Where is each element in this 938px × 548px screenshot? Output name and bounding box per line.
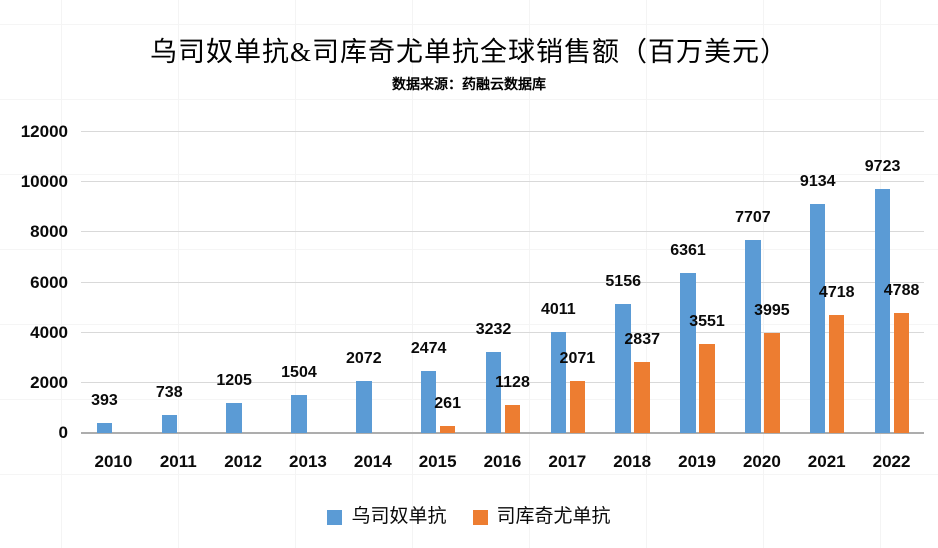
x-tick-label: 2012 (224, 452, 263, 471)
x-tick-label: 2011 (159, 452, 197, 471)
bar (420, 370, 437, 433)
y-tick-label: 6000 (30, 272, 68, 292)
legend: 乌司奴单抗 司库奇尤单抗 (0, 506, 938, 528)
bar-data-label: 2072 (346, 350, 382, 368)
bar (161, 414, 178, 433)
x-tick-label: 2014 (353, 452, 392, 471)
y-tick-label: 10000 (20, 172, 68, 192)
x-tick-label: 2019 (678, 452, 716, 471)
y-tick-label: 4000 (30, 322, 68, 342)
legend-swatch-orange (472, 509, 488, 525)
gridline (81, 331, 924, 333)
bar-data-label: 4011 (540, 301, 576, 319)
bar-data-label: 1205 (216, 371, 252, 389)
x-tick-label: 2022 (872, 452, 911, 471)
bar-data-label: 2837 (624, 330, 660, 348)
bar (485, 351, 502, 433)
x-tick-label: 2020 (742, 452, 781, 471)
bar-data-label: 393 (91, 392, 118, 410)
gridline (81, 381, 924, 383)
bar-data-label: 3232 (475, 320, 512, 338)
bar-data-label: 3551 (689, 312, 725, 330)
bar (615, 303, 631, 433)
x-axis-line (81, 432, 924, 434)
bar (226, 402, 242, 433)
x-tick-label: 2016 (483, 452, 522, 471)
legend-label-series0: 乌司奴单抗 (351, 506, 447, 527)
bar (634, 361, 650, 433)
bar (893, 312, 910, 433)
gridline (81, 281, 924, 283)
bar-data-label: 4788 (883, 281, 920, 299)
y-tick-label: 2000 (30, 372, 68, 392)
gridline (81, 181, 924, 183)
bar (439, 426, 456, 433)
legend-item-series0: 乌司奴单抗 (327, 506, 447, 528)
bar (828, 314, 845, 433)
x-tick-label: 2017 (548, 452, 587, 471)
x-tick-label: 2010 (94, 452, 133, 471)
bar-data-label: 738 (155, 383, 183, 401)
bar-data-label: 5156 (605, 272, 641, 290)
chart-title: 乌司奴单抗&司库奇尤单抗全球销售额（百万美元） (149, 37, 788, 67)
bar (874, 189, 891, 433)
plot-area: 393 738 1205 1504 2072 2474 261 3232 1128 4011 207… (81, 131, 924, 434)
bar (745, 239, 761, 433)
x-tick-label: 2015 (418, 452, 457, 471)
gridline (81, 231, 924, 233)
bar-data-label: 2071 (559, 350, 596, 368)
bar-data-label: 6361 (670, 242, 706, 260)
y-tick-label: 12000 (20, 122, 68, 141)
bar (550, 332, 567, 433)
gridline (81, 131, 924, 132)
bar-data-label: 2474 (410, 339, 447, 357)
bar (569, 381, 586, 433)
legend-swatch-blue (327, 509, 343, 525)
bar (356, 381, 372, 433)
x-tick-label: 2013 (289, 452, 327, 471)
legend-item-series1: 司库奇尤单抗 (472, 506, 611, 528)
x-tick-label: 2021 (807, 452, 846, 471)
bar (764, 332, 780, 433)
bar (96, 423, 113, 433)
bar (699, 343, 715, 433)
y-tick-label: 8000 (30, 222, 68, 242)
bar (291, 395, 307, 433)
bar-data-label: 3995 (754, 301, 790, 319)
bar-data-label: 1504 (281, 364, 317, 382)
bar-data-label: 4718 (818, 283, 855, 301)
bar-data-label: 9723 (864, 158, 901, 176)
bar-data-label: 1128 (495, 373, 530, 391)
bar (809, 203, 826, 433)
bar (504, 404, 521, 433)
x-tick-label: 2018 (613, 452, 652, 471)
bar-data-label: 261 (434, 395, 461, 413)
y-tick-label: 0 (58, 423, 68, 442)
bar-data-label: 7707 (735, 208, 771, 226)
bar-data-label: 9134 (799, 172, 836, 190)
bar (680, 273, 696, 433)
legend-label-series1: 司库奇尤单抗 (496, 506, 611, 527)
chart-subtitle: 数据来源：药融云数据库 (392, 78, 546, 93)
